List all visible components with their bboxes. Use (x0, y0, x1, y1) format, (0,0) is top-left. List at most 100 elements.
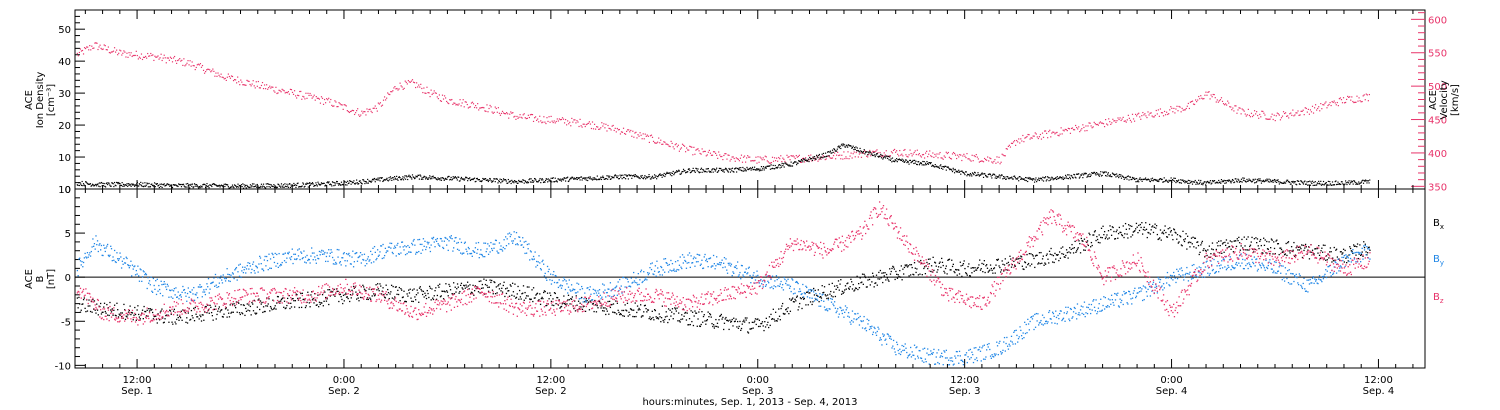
data-point (648, 173, 650, 176)
data-point (464, 287, 466, 289)
data-point (809, 156, 811, 159)
data-point (715, 152, 717, 154)
data-point (405, 178, 407, 180)
data-point (1070, 248, 1072, 251)
data-point (923, 161, 925, 163)
data-point (129, 305, 131, 307)
data-point (934, 261, 936, 263)
data-point (838, 145, 840, 147)
data-point (280, 183, 283, 185)
data-point (1050, 247, 1052, 250)
data-point (1124, 222, 1127, 225)
data-point (501, 181, 503, 183)
data-point (79, 303, 81, 305)
data-point (370, 298, 372, 300)
data-point (932, 164, 934, 167)
data-point (802, 161, 804, 163)
data-point (731, 318, 733, 321)
data-point (309, 182, 311, 184)
data-point (1092, 234, 1094, 236)
data-point (415, 299, 417, 301)
data-point (1154, 114, 1156, 117)
data-point (1049, 129, 1051, 131)
data-point (411, 178, 413, 180)
data-point (338, 184, 340, 186)
data-point (335, 288, 338, 290)
data-point (249, 186, 251, 189)
data-point (815, 298, 817, 301)
data-point (1225, 182, 1227, 184)
data-point (511, 181, 514, 183)
data-point (997, 161, 999, 163)
data-point (836, 285, 838, 287)
data-point (204, 183, 206, 186)
data-point (1080, 174, 1083, 176)
data-point (360, 114, 362, 116)
data-point (173, 184, 175, 186)
data-point (1197, 183, 1199, 185)
data-point (207, 68, 209, 70)
data-point (791, 155, 793, 157)
data-point (863, 150, 866, 152)
data-point (1106, 234, 1108, 236)
data-point (1263, 181, 1265, 183)
data-point (1084, 173, 1086, 175)
data-point (590, 127, 593, 130)
data-point (915, 271, 917, 274)
data-point (813, 287, 815, 290)
data-point (476, 178, 478, 180)
data-point (628, 129, 630, 131)
data-point (844, 157, 846, 160)
data-point (682, 308, 684, 310)
data-point (1036, 179, 1038, 181)
data-point (531, 181, 533, 183)
data-point (851, 157, 853, 159)
data-point (205, 71, 207, 73)
data-point (1105, 175, 1107, 177)
data-point (503, 179, 505, 181)
data-point (304, 98, 306, 100)
data-point (550, 115, 552, 118)
data-point (1210, 94, 1212, 96)
data-point (1049, 177, 1051, 179)
data-point (197, 63, 199, 65)
data-point (1068, 128, 1070, 130)
data-point (241, 313, 244, 315)
data-point (356, 294, 359, 297)
data-point (856, 275, 858, 278)
data-point (773, 168, 775, 170)
data-point (517, 117, 519, 119)
data-point (891, 267, 893, 270)
data-point (76, 52, 78, 55)
data-point (312, 183, 314, 185)
data-point (845, 156, 847, 158)
data-point (800, 159, 803, 161)
data-point (1232, 251, 1235, 253)
data-point (238, 184, 240, 187)
data-point (131, 183, 133, 185)
data-point (711, 168, 714, 170)
data-point (900, 159, 902, 161)
data-point (183, 185, 185, 187)
data-point (407, 79, 409, 82)
data-point (690, 146, 692, 148)
data-point (1187, 242, 1190, 244)
data-point (467, 107, 469, 109)
data-point (1350, 180, 1352, 182)
data-point (349, 180, 351, 182)
data-point (1124, 120, 1126, 122)
data-point (660, 174, 663, 176)
data-point (1079, 176, 1081, 178)
data-point (1196, 101, 1198, 103)
data-point (407, 175, 409, 177)
data-point (963, 260, 965, 262)
data-point (685, 151, 687, 153)
data-point (1238, 242, 1241, 244)
data-point (346, 184, 348, 186)
data-point (650, 318, 652, 321)
data-point (322, 182, 325, 185)
data-point (271, 308, 273, 311)
data-point (1245, 115, 1247, 117)
data-point (667, 172, 669, 174)
data-point (860, 150, 862, 152)
